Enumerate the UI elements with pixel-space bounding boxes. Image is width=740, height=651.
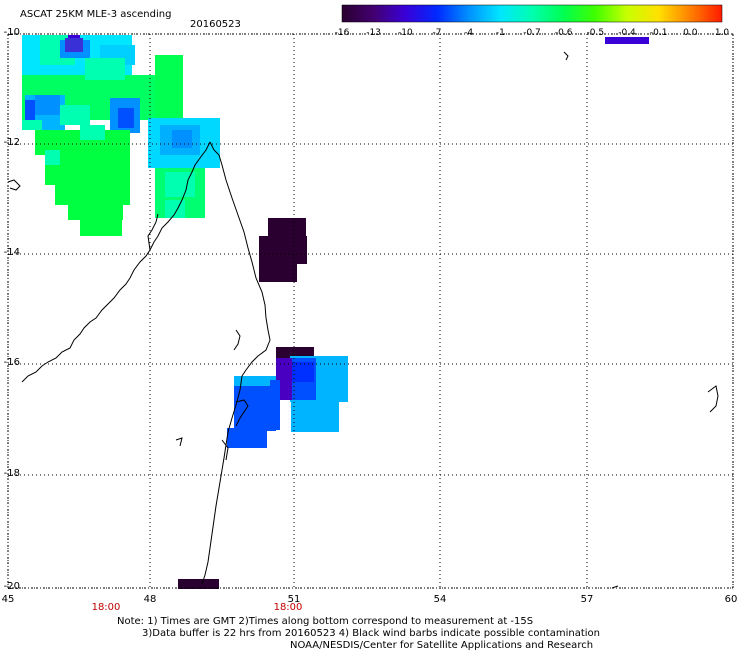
swath-bottom: [178, 579, 219, 589]
swath-northwest: [22, 35, 183, 236]
lon-label-57: 57: [580, 594, 594, 605]
swath-northeast-patch: [605, 37, 649, 44]
lat-label-16: -16: [3, 357, 20, 368]
colorbar-label: -7: [432, 28, 442, 38]
lat-label-20: -20: [3, 581, 20, 592]
map-title: ASCAT 25KM MLE-3 ascending: [20, 9, 172, 20]
colorbar: [341, 4, 723, 23]
swath-south-central: [227, 347, 348, 448]
colorbar-gradient: [341, 4, 723, 23]
map-date: 20160523: [190, 19, 241, 30]
plot-frame: [7, 33, 734, 589]
lon-label-60: 60: [724, 594, 738, 605]
note-line-1: Note: 1) Times are GMT 2)Times along bot…: [117, 616, 534, 627]
colorbar-label: 0.0: [683, 28, 698, 38]
time-label-1: 18:00: [91, 602, 121, 613]
swath-dark-3: [259, 262, 297, 282]
colorbar-label: -16: [334, 28, 350, 38]
lon-label-45: 45: [1, 594, 15, 605]
colorbar-label: -10: [397, 28, 413, 38]
colorbar-label: -4: [464, 28, 474, 38]
lat-label-18: -18: [3, 468, 20, 479]
lat-label-10: -10: [3, 27, 20, 38]
note-line-3: NOAA/NESDIS/Center for Satellite Applica…: [290, 640, 594, 651]
colorbar-label: 1.0: [714, 28, 730, 38]
note-line-2: 3)Data buffer is 22 hrs from 20160523 4)…: [142, 628, 600, 639]
colorbar-label: -0.4: [618, 28, 636, 38]
time-label-2: 18:00: [273, 602, 303, 613]
mle-swaths: [22, 35, 348, 589]
swath-dark-1: [268, 218, 306, 238]
colorbar-label: -13: [366, 28, 382, 38]
colorbar-label: -0.6: [554, 28, 573, 38]
colorbar-label: -0.5: [586, 28, 605, 38]
swath-north-central: [148, 118, 220, 218]
colorbar-label: -1: [495, 28, 505, 38]
colorbar-label: -0.1: [649, 28, 668, 38]
lon-label-48: 48: [143, 594, 157, 605]
lon-label-54: 54: [433, 594, 447, 605]
swath-dark-2: [259, 236, 307, 264]
lon-label-51: 51: [287, 594, 301, 605]
coastline: [7, 51, 719, 589]
lat-label-12: -12: [3, 137, 20, 148]
lat-label-14: -14: [3, 247, 20, 258]
colorbar-label: -0.7: [523, 28, 541, 38]
